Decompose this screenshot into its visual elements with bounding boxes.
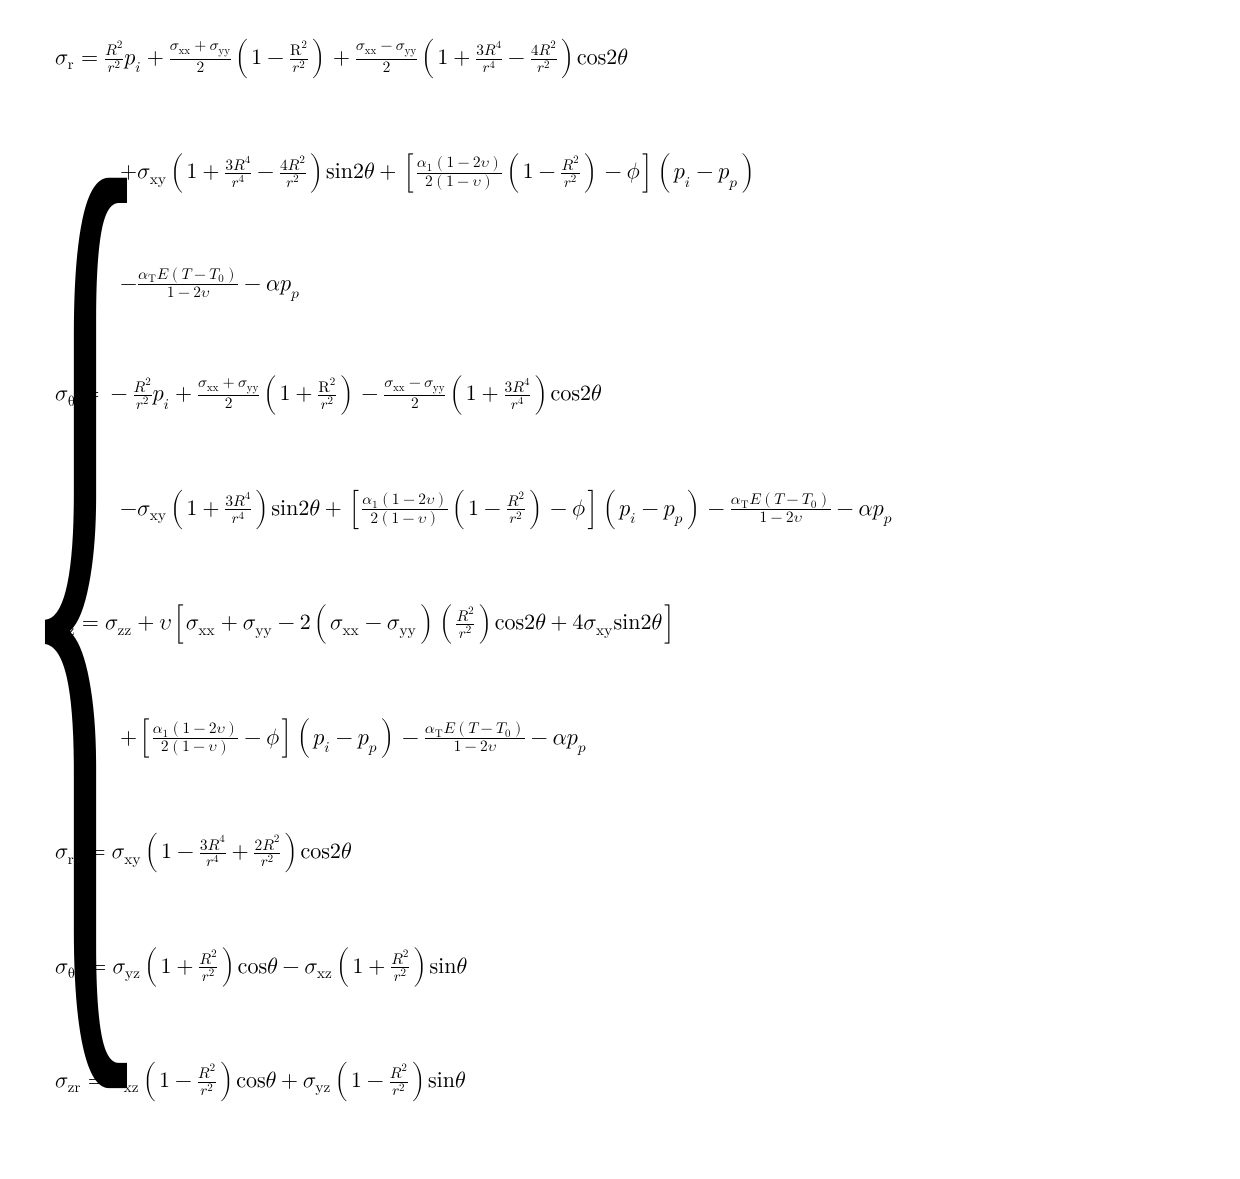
eq-sigma-r-line1: σr= R2r2 pi+ σxx+σyy2 (1−R2r2) + σxx−σyy… [55, 38, 893, 79]
eq-sigma-r-line2: +σxy (1+3R4r4−4R2r2) sin⁡2θ+ [ α1(1−2υ)2… [55, 152, 893, 193]
eq-sigma-z-line2: + [ α1(1−2υ)2(1−υ) −ϕ ] (pi−pp) − αTE(T−… [55, 718, 893, 759]
eq-sigma-z-line1: σz= σzz+υ [ σxx+σyy −2(σxx−σyy) (R2r2) c… [55, 603, 893, 644]
eq-sigma-theta-line1: σθ=− R2r2 pi+ σxx+σyy2 (1+R2r2) − σxx−σy… [55, 374, 893, 415]
left-brace: { [20, 20, 28, 1120]
equation-system: { σr= R2r2 pi+ σxx+σyy2 (1−R2r2) + σxx−σ… [20, 20, 1220, 1120]
eq-sigma-thetaz: σθz= σyz (1+R2r2) cos⁡θ −σxz (1+R2r2) si… [55, 947, 893, 988]
eq-sigma-zr: σzr= σxz (1−R2r2) cos⁡θ +σyz (1−R2r2) si… [55, 1061, 893, 1102]
eq-sigma-r-line3: − αTE(T−T0)1−2υ −αpp [55, 267, 893, 301]
equation-body: σr= R2r2 pi+ σxx+σyy2 (1−R2r2) + σxx−σyy… [55, 20, 893, 1120]
eq-sigma-rtheta: σrθ= σxy (1−3R4r4+2R2r2) cos⁡2θ [55, 832, 893, 873]
eq-sigma-theta-line2: −σxy (1+3R4r4) sin⁡2θ+ [ α1(1−2υ)2(1−υ) … [55, 489, 893, 530]
